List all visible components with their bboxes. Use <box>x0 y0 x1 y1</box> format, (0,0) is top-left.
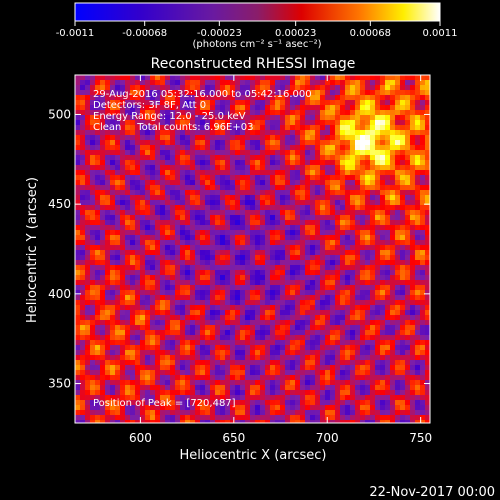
x-tick-label: 650 <box>222 431 245 445</box>
annotation-clean-total-counts: Clean Total counts: 6.96E+03 <box>93 122 253 133</box>
y-tick-label: 500 <box>48 107 71 121</box>
x-tick-label: 600 <box>129 431 152 445</box>
x-axis-label: Heliocentric X (arcsec) <box>180 448 327 463</box>
colorbar: -0.0011 -0.00068 -0.00023 0.00023 0.00068 0.0… <box>56 2 458 50</box>
colorbar-tick-label: 0.00068 <box>350 28 391 39</box>
heatmap-image <box>75 75 430 423</box>
y-axis-label: Heliocentric Y (arcsec) <box>25 177 40 323</box>
annotation-time-range: 29-Aug-2016 05:32:16.000 to 05:42:16.000 <box>93 89 312 100</box>
chart-title: Reconstructed RHESSI Image <box>151 56 356 72</box>
x-tick-label: 700 <box>316 431 339 445</box>
colorbar-tick-label: 0.0011 <box>423 28 458 39</box>
plot-frame <box>74 74 431 424</box>
x-axis-ticks: 600 650 700 750 <box>129 75 432 445</box>
annotation-energy-range: Energy Range: 12.0 - 25.0 keV <box>93 111 246 122</box>
colorbar-ticks: -0.0011 -0.00068 -0.00023 0.00023 0.00068 0.0… <box>56 21 458 39</box>
annotation-detectors: Detectors: 3F 8F, Att 0 <box>93 100 206 111</box>
colorbar-gradient <box>75 3 440 21</box>
colorbar-frame <box>74 2 441 22</box>
colorbar-tick-label: -0.00068 <box>122 28 167 39</box>
peak-position-label: Position of Peak = [720,487] <box>93 398 236 409</box>
x-tick-label: 750 <box>409 431 432 445</box>
y-tick-label: 450 <box>48 197 71 211</box>
y-axis-ticks: 350 400 450 500 <box>48 107 430 391</box>
y-tick-label: 400 <box>48 287 71 301</box>
colorbar-tick-label: -0.00023 <box>197 28 242 39</box>
info-annotations: 29-Aug-2016 05:32:16.000 to 05:42:16.000… <box>93 89 312 133</box>
colorbar-tick-label: -0.0011 <box>56 28 95 39</box>
colorbar-unit-label: (photons cm⁻² s⁻¹ asec⁻²) <box>192 39 321 50</box>
footer-timestamp: 22-Nov-2017 00:00 <box>369 485 495 500</box>
colorbar-tick-label: 0.00023 <box>275 28 316 39</box>
y-tick-label: 350 <box>48 377 71 391</box>
